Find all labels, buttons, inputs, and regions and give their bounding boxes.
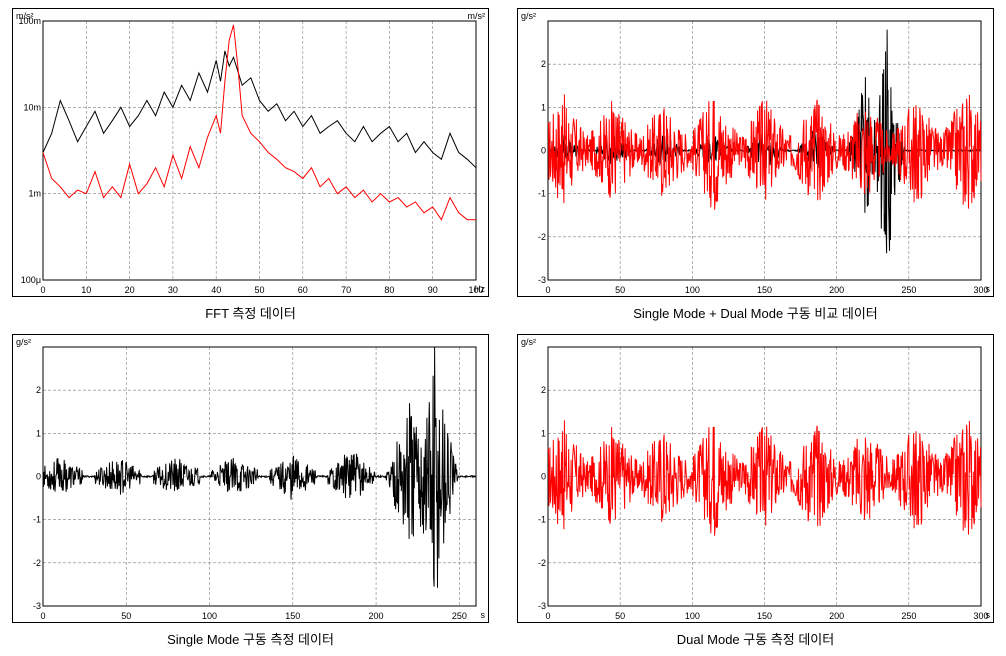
svg-text:90: 90 (428, 285, 438, 295)
plot-combined: g/s² s 050100150200250300-3-2-1012 (517, 8, 994, 297)
caption-combined: Single Mode + Dual Mode 구동 비교 데이터 (633, 303, 878, 322)
svg-text:-2: -2 (538, 232, 546, 242)
svg-text:250: 250 (452, 611, 467, 621)
svg-text:0: 0 (545, 285, 550, 295)
ylabel-dual: g/s² (521, 337, 536, 347)
svg-text:0: 0 (36, 472, 41, 482)
svg-fft: 0102030405060708090100100μ1m10m100m (13, 9, 488, 296)
plot-single: g/s² s 0 50 100 150 200 250 -3 -2 -1 0 1 2 (12, 334, 489, 623)
xunit-dual: s (986, 610, 991, 620)
svg-text:70: 70 (341, 285, 351, 295)
svg-text:-1: -1 (33, 515, 41, 525)
svg-text:10: 10 (81, 285, 91, 295)
panel-single: g/s² s 0 50 100 150 200 250 -3 -2 -1 0 1 2 Single M… (12, 334, 489, 648)
svg-text:250: 250 (901, 611, 916, 621)
xunit-fft: Hz (474, 284, 485, 294)
svg-text:0: 0 (40, 285, 45, 295)
svg-text:2: 2 (36, 385, 41, 395)
svg-text:0: 0 (541, 146, 546, 156)
svg-text:100: 100 (202, 611, 217, 621)
svg-text:0: 0 (40, 611, 45, 621)
ylabel-fft: m/s² (16, 11, 34, 21)
svg-combined: 050100150200250300-3-2-1012 (518, 9, 993, 296)
svg-text:1: 1 (36, 428, 41, 438)
svg-text:-1: -1 (538, 189, 546, 199)
panel-dual: g/s² s 050100150200250300-3-2-1012 Dual … (517, 334, 994, 648)
svg-text:100: 100 (685, 285, 700, 295)
svg-text:150: 150 (757, 285, 772, 295)
chart-grid: m/s² m/s² Hz 0102030405060708090100100μ1… (0, 0, 1006, 656)
svg-text:50: 50 (254, 285, 264, 295)
svg-text:80: 80 (384, 285, 394, 295)
svg-text:100μ: 100μ (21, 275, 41, 285)
svg-text:60: 60 (298, 285, 308, 295)
plot-dual: g/s² s 050100150200250300-3-2-1012 (517, 334, 994, 623)
caption-dual: Dual Mode 구동 측정 데이터 (677, 629, 834, 648)
svg-text:-2: -2 (33, 558, 41, 568)
svg-text:1: 1 (541, 428, 546, 438)
svg-text:150: 150 (757, 611, 772, 621)
svg-text:50: 50 (615, 285, 625, 295)
svg-text:50: 50 (615, 611, 625, 621)
svg-text:-1: -1 (538, 515, 546, 525)
svg-text:2: 2 (541, 385, 546, 395)
svg-text:-2: -2 (538, 558, 546, 568)
caption-single: Single Mode 구동 측정 데이터 (167, 629, 334, 648)
svg-text:0: 0 (541, 472, 546, 482)
svg-text:200: 200 (829, 611, 844, 621)
caption-fft: FFT 측정 데이터 (205, 303, 296, 322)
svg-text:0: 0 (545, 611, 550, 621)
plot-fft: m/s² m/s² Hz 0102030405060708090100100μ1… (12, 8, 489, 297)
svg-text:1: 1 (541, 102, 546, 112)
svg-text:250: 250 (901, 285, 916, 295)
ylabel-single: g/s² (16, 337, 31, 347)
svg-text:30: 30 (168, 285, 178, 295)
svg-single: 0 50 100 150 200 250 -3 -2 -1 0 1 2 (13, 335, 488, 622)
svg-text:-3: -3 (538, 275, 546, 285)
panel-fft: m/s² m/s² Hz 0102030405060708090100100μ1… (12, 8, 489, 322)
svg-text:20: 20 (125, 285, 135, 295)
svg-text:40: 40 (211, 285, 221, 295)
svg-text:1m: 1m (28, 189, 41, 199)
panel-combined: g/s² s 050100150200250300-3-2-1012 Singl… (517, 8, 994, 322)
svg-text:100: 100 (685, 611, 700, 621)
svg-text:200: 200 (829, 285, 844, 295)
svg-text:-3: -3 (33, 601, 41, 611)
xunit-combined: s (986, 284, 991, 294)
svg-text:200: 200 (369, 611, 384, 621)
ylabel-right-fft: m/s² (468, 11, 486, 21)
svg-text:2: 2 (541, 59, 546, 69)
svg-text:-3: -3 (538, 601, 546, 611)
svg-text:10m: 10m (23, 102, 41, 112)
svg-text:150: 150 (285, 611, 300, 621)
ylabel-combined: g/s² (521, 11, 536, 21)
svg-dual: 050100150200250300-3-2-1012 (518, 335, 993, 622)
svg-text:50: 50 (121, 611, 131, 621)
xunit-single: s (481, 610, 486, 620)
